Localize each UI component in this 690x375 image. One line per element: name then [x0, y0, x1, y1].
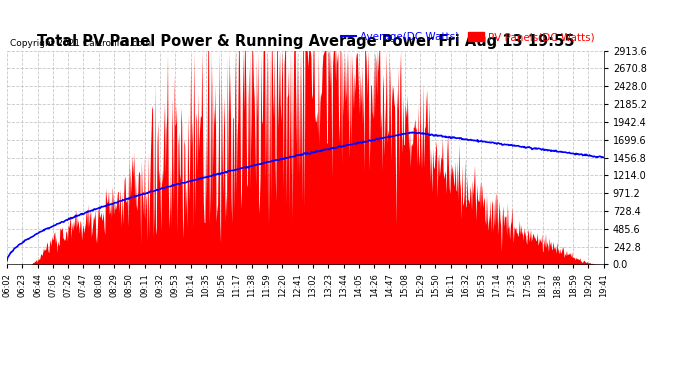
Text: Copyright 2021 Cartronics.com: Copyright 2021 Cartronics.com: [10, 39, 152, 48]
Legend: Average(DC Watts), PV Panels(DC Watts): Average(DC Watts), PV Panels(DC Watts): [337, 28, 598, 46]
Title: Total PV Panel Power & Running Average Power Fri Aug 13 19:55: Total PV Panel Power & Running Average P…: [37, 34, 574, 50]
